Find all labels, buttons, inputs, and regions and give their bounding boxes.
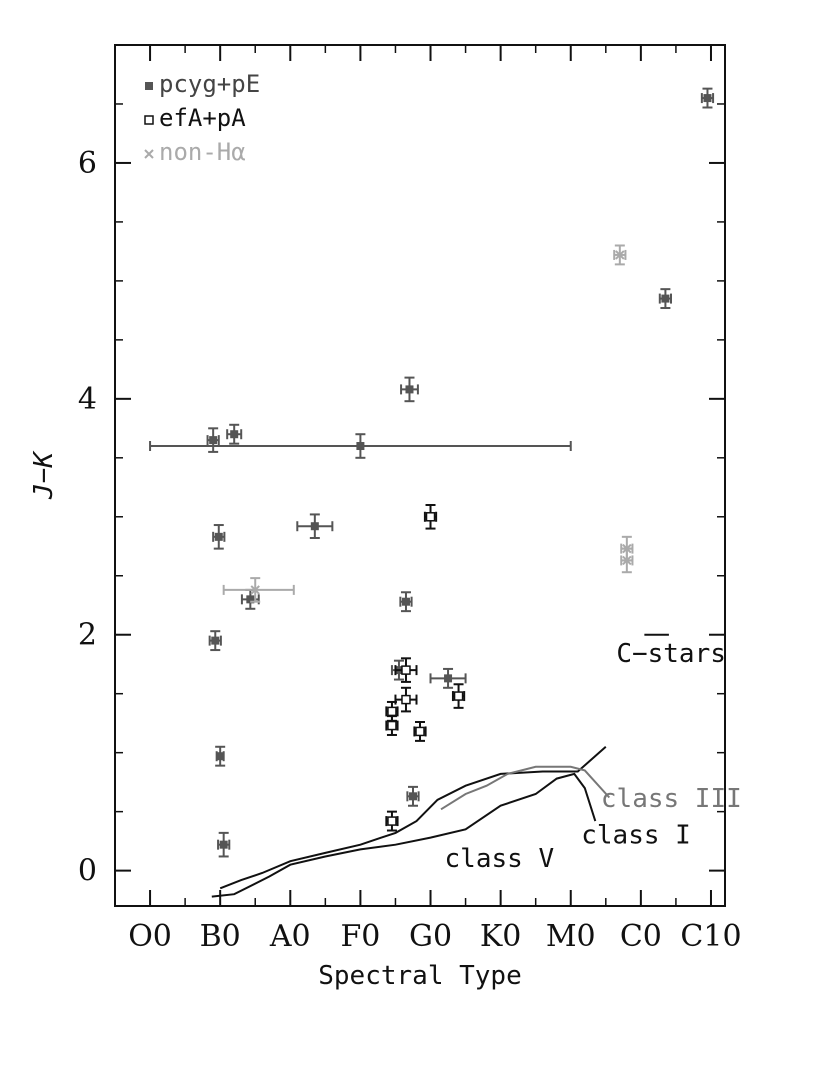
marker-filled-square [216,752,225,761]
marker-open-square [401,694,411,705]
legend: pcyg+pE efA+pA non-Hα [144,70,260,166]
y-tick-label: 6 [78,146,97,181]
x-tick-label: M0 [546,919,596,954]
marker-open-square [387,816,397,826]
annotation-class-iii: class III [601,784,742,814]
marker-cross [250,585,260,595]
point-efa-pa [413,721,427,742]
legend-marker-open-square [144,115,154,125]
marker-open-square [425,512,436,522]
point-pcyg-pe [658,288,673,310]
marker-filled-square [209,436,218,445]
curve-class-iii [440,765,611,811]
legend-item: non-Hα [144,138,246,166]
marker-filled-square [408,792,417,801]
legend-item: efA+pA [144,104,246,132]
point-pcyg-pe [399,591,413,613]
marker-filled-square [703,94,712,103]
marker-open-square [453,691,464,701]
point-pcyg-pe [296,513,334,540]
marker-filled-square [230,430,239,439]
point-efa-pa [394,686,418,713]
y-axis-title: J−K [29,450,59,500]
marker-open-square [401,665,411,675]
marker-filled-square [444,674,453,683]
reference-curves [211,633,669,898]
annotations: C−stars class III class I class V [445,639,742,874]
point-pcyg-pe [215,745,226,767]
axis-ticks: 0 2 4 6 O0 B0 A0 F0 G0 K0 M0 C0 C10 [78,44,742,954]
marker-filled-square [211,636,220,645]
point-non-h- [620,547,634,574]
x-tick-label: C0 [620,919,662,954]
x-axis-title: Spectral Type [318,961,522,991]
point-pcyg-pe [700,87,715,109]
annotation-c-stars: C−stars [616,639,726,669]
point-pcyg-pe [226,423,243,445]
y-tick-label: 2 [78,618,97,653]
point-pcyg-pe [400,376,419,403]
x-tick-label: B0 [200,919,241,954]
point-efa-pa [394,657,418,683]
data-points [149,87,715,858]
point-efa-pa [385,715,399,736]
plot-frame [114,44,726,907]
point-pcyg-pe [206,427,220,453]
point-efa-pa [385,810,399,832]
point-pcyg-pe [406,785,420,807]
x-tick-label: A0 [269,919,311,954]
legend-item: pcyg+pE [145,70,260,98]
legend-label: pcyg+pE [159,70,260,98]
x-tick-label: C10 [680,919,741,954]
marker-filled-square [219,840,228,849]
point-efa-pa [423,503,438,530]
marker-filled-square [356,442,365,451]
x-tick-label: O0 [128,919,172,954]
y-tick-label: 0 [78,854,97,889]
curve-class-v [211,772,597,898]
marker-cross [622,555,632,566]
x-tick-label: F0 [340,919,380,954]
marker-filled-square [246,595,255,604]
marker-filled-square [310,522,319,531]
marker-filled-square [661,294,670,303]
point-pcyg-pe [429,667,467,689]
legend-marker-cross [144,149,154,159]
point-pcyg-pe [208,630,222,652]
marker-open-square [387,720,397,731]
x-tick-label: K0 [480,919,522,954]
marker-cross [615,250,625,260]
point-efa-pa [451,683,466,709]
marker-open-square [387,706,397,717]
legend-label: efA+pA [159,104,246,132]
marker-filled-square [214,532,223,541]
marker-open-square [415,726,425,737]
point-non-h- [613,244,627,266]
curve-class-i [219,746,607,890]
y-tick-label: 4 [78,382,97,417]
marker-filled-square [401,597,410,606]
point-non-h- [222,577,295,603]
x-tick-label: G0 [409,919,452,954]
point-pcyg-pe [212,524,226,550]
point-pcyg-pe [217,831,231,858]
annotation-class-i: class I [581,820,691,850]
marker-filled-square [405,385,414,394]
legend-marker-filled-square [145,82,153,90]
annotation-class-v: class V [445,844,555,874]
point-pcyg-pe [149,433,572,459]
legend-label: non-Hα [159,138,246,166]
